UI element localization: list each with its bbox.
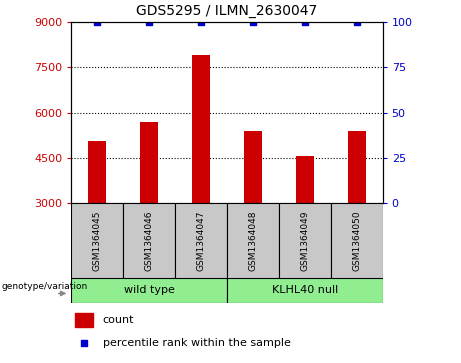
Point — [249, 19, 257, 25]
Text: percentile rank within the sample: percentile rank within the sample — [102, 338, 290, 347]
Bar — [124, 203, 175, 278]
Point — [353, 19, 361, 25]
Point — [146, 19, 153, 25]
Text: GSM1364046: GSM1364046 — [145, 210, 154, 271]
Bar — [192, 55, 210, 203]
Text: GSM1364045: GSM1364045 — [93, 210, 102, 271]
Bar — [89, 141, 106, 203]
Bar — [71, 278, 227, 303]
Bar — [331, 203, 383, 278]
Bar — [75, 313, 93, 327]
Bar — [175, 203, 227, 278]
Bar — [227, 203, 279, 278]
Text: wild type: wild type — [124, 285, 175, 295]
Text: GSM1364047: GSM1364047 — [196, 210, 206, 271]
Text: GSM1364049: GSM1364049 — [300, 210, 309, 271]
Point — [197, 19, 205, 25]
Text: KLHL40 null: KLHL40 null — [272, 285, 338, 295]
Text: GSM1364048: GSM1364048 — [248, 210, 258, 271]
Bar — [279, 203, 331, 278]
Point — [80, 340, 88, 346]
Text: GSM1364050: GSM1364050 — [352, 210, 361, 271]
Point — [94, 19, 101, 25]
Point — [301, 19, 308, 25]
Bar — [244, 131, 262, 203]
Bar — [296, 156, 314, 203]
Bar — [227, 278, 383, 303]
Bar — [140, 122, 158, 203]
Bar — [348, 131, 366, 203]
Text: genotype/variation: genotype/variation — [1, 282, 88, 291]
Title: GDS5295 / ILMN_2630047: GDS5295 / ILMN_2630047 — [136, 4, 318, 18]
Text: count: count — [102, 315, 134, 325]
Bar — [71, 203, 124, 278]
